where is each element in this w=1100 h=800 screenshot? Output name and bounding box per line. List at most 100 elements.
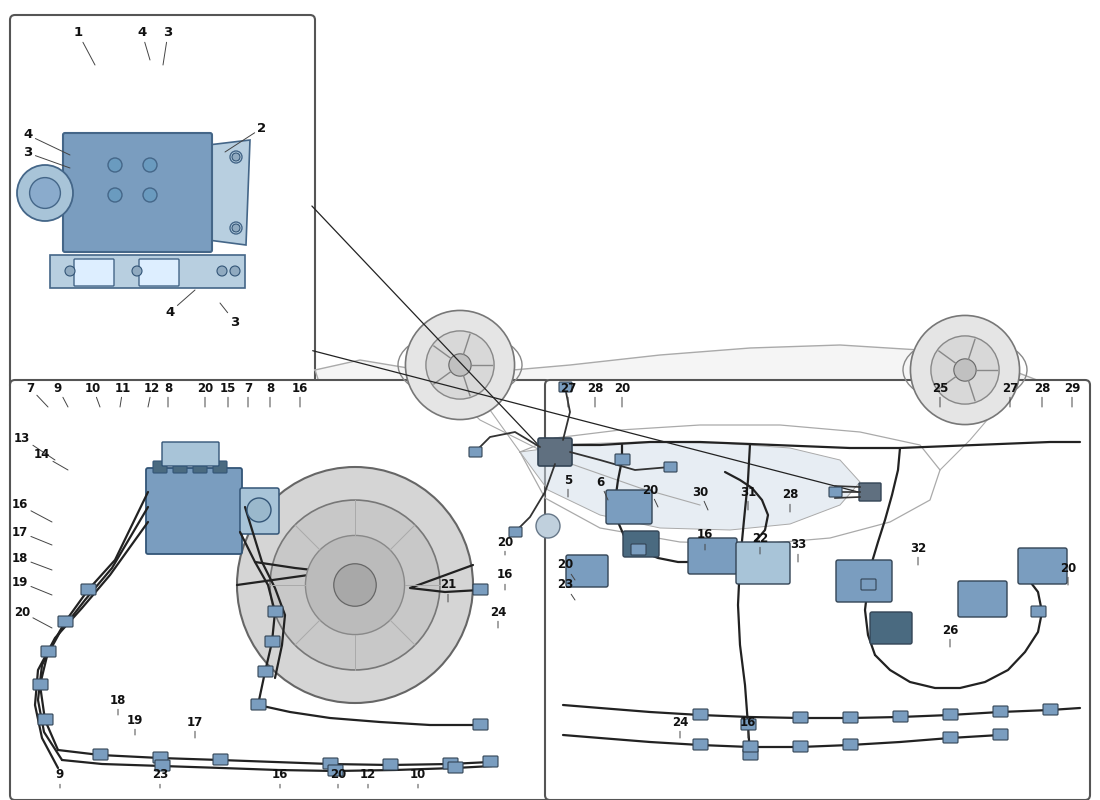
- FancyBboxPatch shape: [328, 765, 343, 776]
- FancyBboxPatch shape: [162, 442, 219, 466]
- FancyBboxPatch shape: [1043, 704, 1058, 715]
- Text: 8: 8: [164, 382, 172, 407]
- FancyBboxPatch shape: [843, 739, 858, 750]
- FancyBboxPatch shape: [443, 758, 458, 769]
- FancyBboxPatch shape: [538, 438, 572, 466]
- Circle shape: [230, 222, 242, 234]
- Text: 20: 20: [1060, 562, 1076, 585]
- FancyBboxPatch shape: [268, 606, 283, 617]
- Text: 32: 32: [910, 542, 926, 565]
- Text: 17: 17: [187, 715, 204, 738]
- FancyBboxPatch shape: [10, 380, 550, 800]
- Text: 23: 23: [152, 769, 168, 788]
- FancyBboxPatch shape: [893, 711, 907, 722]
- Circle shape: [30, 178, 60, 208]
- Text: GOSIPARTS: GOSIPARTS: [557, 403, 884, 577]
- FancyBboxPatch shape: [559, 382, 572, 392]
- Text: edition for parts: edition for parts: [601, 478, 799, 573]
- Text: 25: 25: [932, 382, 948, 407]
- Text: 16: 16: [497, 569, 514, 590]
- FancyBboxPatch shape: [153, 752, 168, 763]
- Text: 20: 20: [557, 558, 575, 580]
- Text: 7: 7: [26, 382, 48, 407]
- Text: 12: 12: [360, 769, 376, 788]
- Text: 24: 24: [490, 606, 506, 628]
- Text: 6: 6: [596, 475, 608, 500]
- Text: 3: 3: [163, 26, 173, 65]
- FancyBboxPatch shape: [173, 461, 187, 473]
- Text: 30: 30: [692, 486, 708, 510]
- Text: 28: 28: [782, 489, 799, 512]
- Text: 4: 4: [138, 26, 150, 60]
- FancyBboxPatch shape: [688, 538, 737, 574]
- FancyBboxPatch shape: [94, 749, 108, 760]
- Text: 13: 13: [14, 431, 55, 460]
- Text: 10: 10: [85, 382, 101, 407]
- FancyBboxPatch shape: [993, 706, 1008, 717]
- Text: 7: 7: [244, 382, 252, 407]
- Text: 23: 23: [557, 578, 575, 600]
- FancyBboxPatch shape: [943, 709, 958, 720]
- Circle shape: [232, 153, 240, 161]
- FancyBboxPatch shape: [473, 584, 488, 595]
- Circle shape: [108, 188, 122, 202]
- FancyBboxPatch shape: [742, 741, 758, 752]
- Text: 16: 16: [740, 715, 756, 738]
- Circle shape: [270, 500, 440, 670]
- Text: 28: 28: [1034, 382, 1050, 407]
- FancyBboxPatch shape: [383, 759, 398, 770]
- Text: 4: 4: [23, 129, 70, 155]
- Text: 24: 24: [672, 715, 689, 738]
- FancyBboxPatch shape: [74, 259, 114, 286]
- Polygon shape: [50, 255, 245, 288]
- Circle shape: [954, 359, 976, 381]
- FancyBboxPatch shape: [146, 468, 242, 554]
- Text: 9: 9: [56, 769, 64, 788]
- FancyBboxPatch shape: [958, 581, 1007, 617]
- Text: 5: 5: [564, 474, 572, 497]
- FancyBboxPatch shape: [448, 762, 463, 773]
- Circle shape: [143, 188, 157, 202]
- FancyBboxPatch shape: [39, 714, 53, 725]
- FancyBboxPatch shape: [251, 699, 266, 710]
- FancyBboxPatch shape: [33, 679, 48, 690]
- FancyBboxPatch shape: [861, 579, 876, 590]
- Text: 19: 19: [126, 714, 143, 735]
- Text: 11: 11: [114, 382, 131, 407]
- Circle shape: [132, 266, 142, 276]
- Circle shape: [536, 514, 560, 538]
- Circle shape: [406, 310, 515, 419]
- Text: 19: 19: [12, 575, 52, 595]
- Circle shape: [333, 564, 376, 606]
- FancyBboxPatch shape: [473, 719, 488, 730]
- Text: 18: 18: [12, 551, 52, 570]
- FancyBboxPatch shape: [58, 616, 73, 627]
- FancyBboxPatch shape: [870, 612, 912, 644]
- FancyBboxPatch shape: [859, 483, 881, 501]
- Polygon shape: [315, 345, 1085, 580]
- Text: 20: 20: [614, 382, 630, 407]
- Circle shape: [16, 165, 73, 221]
- FancyBboxPatch shape: [693, 739, 708, 750]
- Text: 20: 20: [330, 769, 346, 788]
- FancyBboxPatch shape: [1018, 548, 1067, 584]
- FancyBboxPatch shape: [693, 709, 708, 720]
- Text: 14: 14: [34, 449, 68, 470]
- Text: 20: 20: [642, 483, 658, 507]
- Text: 10: 10: [410, 769, 426, 788]
- Text: 29: 29: [1064, 382, 1080, 407]
- FancyBboxPatch shape: [63, 133, 212, 252]
- FancyBboxPatch shape: [741, 719, 756, 730]
- Text: 4: 4: [165, 290, 195, 318]
- Text: 16: 16: [696, 529, 713, 550]
- Circle shape: [108, 158, 122, 172]
- Text: 8: 8: [266, 382, 274, 407]
- Text: 18: 18: [110, 694, 126, 715]
- FancyBboxPatch shape: [155, 760, 170, 771]
- Circle shape: [232, 224, 240, 232]
- Circle shape: [143, 158, 157, 172]
- FancyBboxPatch shape: [469, 447, 482, 457]
- Circle shape: [236, 467, 473, 703]
- Text: 15: 15: [220, 382, 236, 407]
- FancyBboxPatch shape: [843, 712, 858, 723]
